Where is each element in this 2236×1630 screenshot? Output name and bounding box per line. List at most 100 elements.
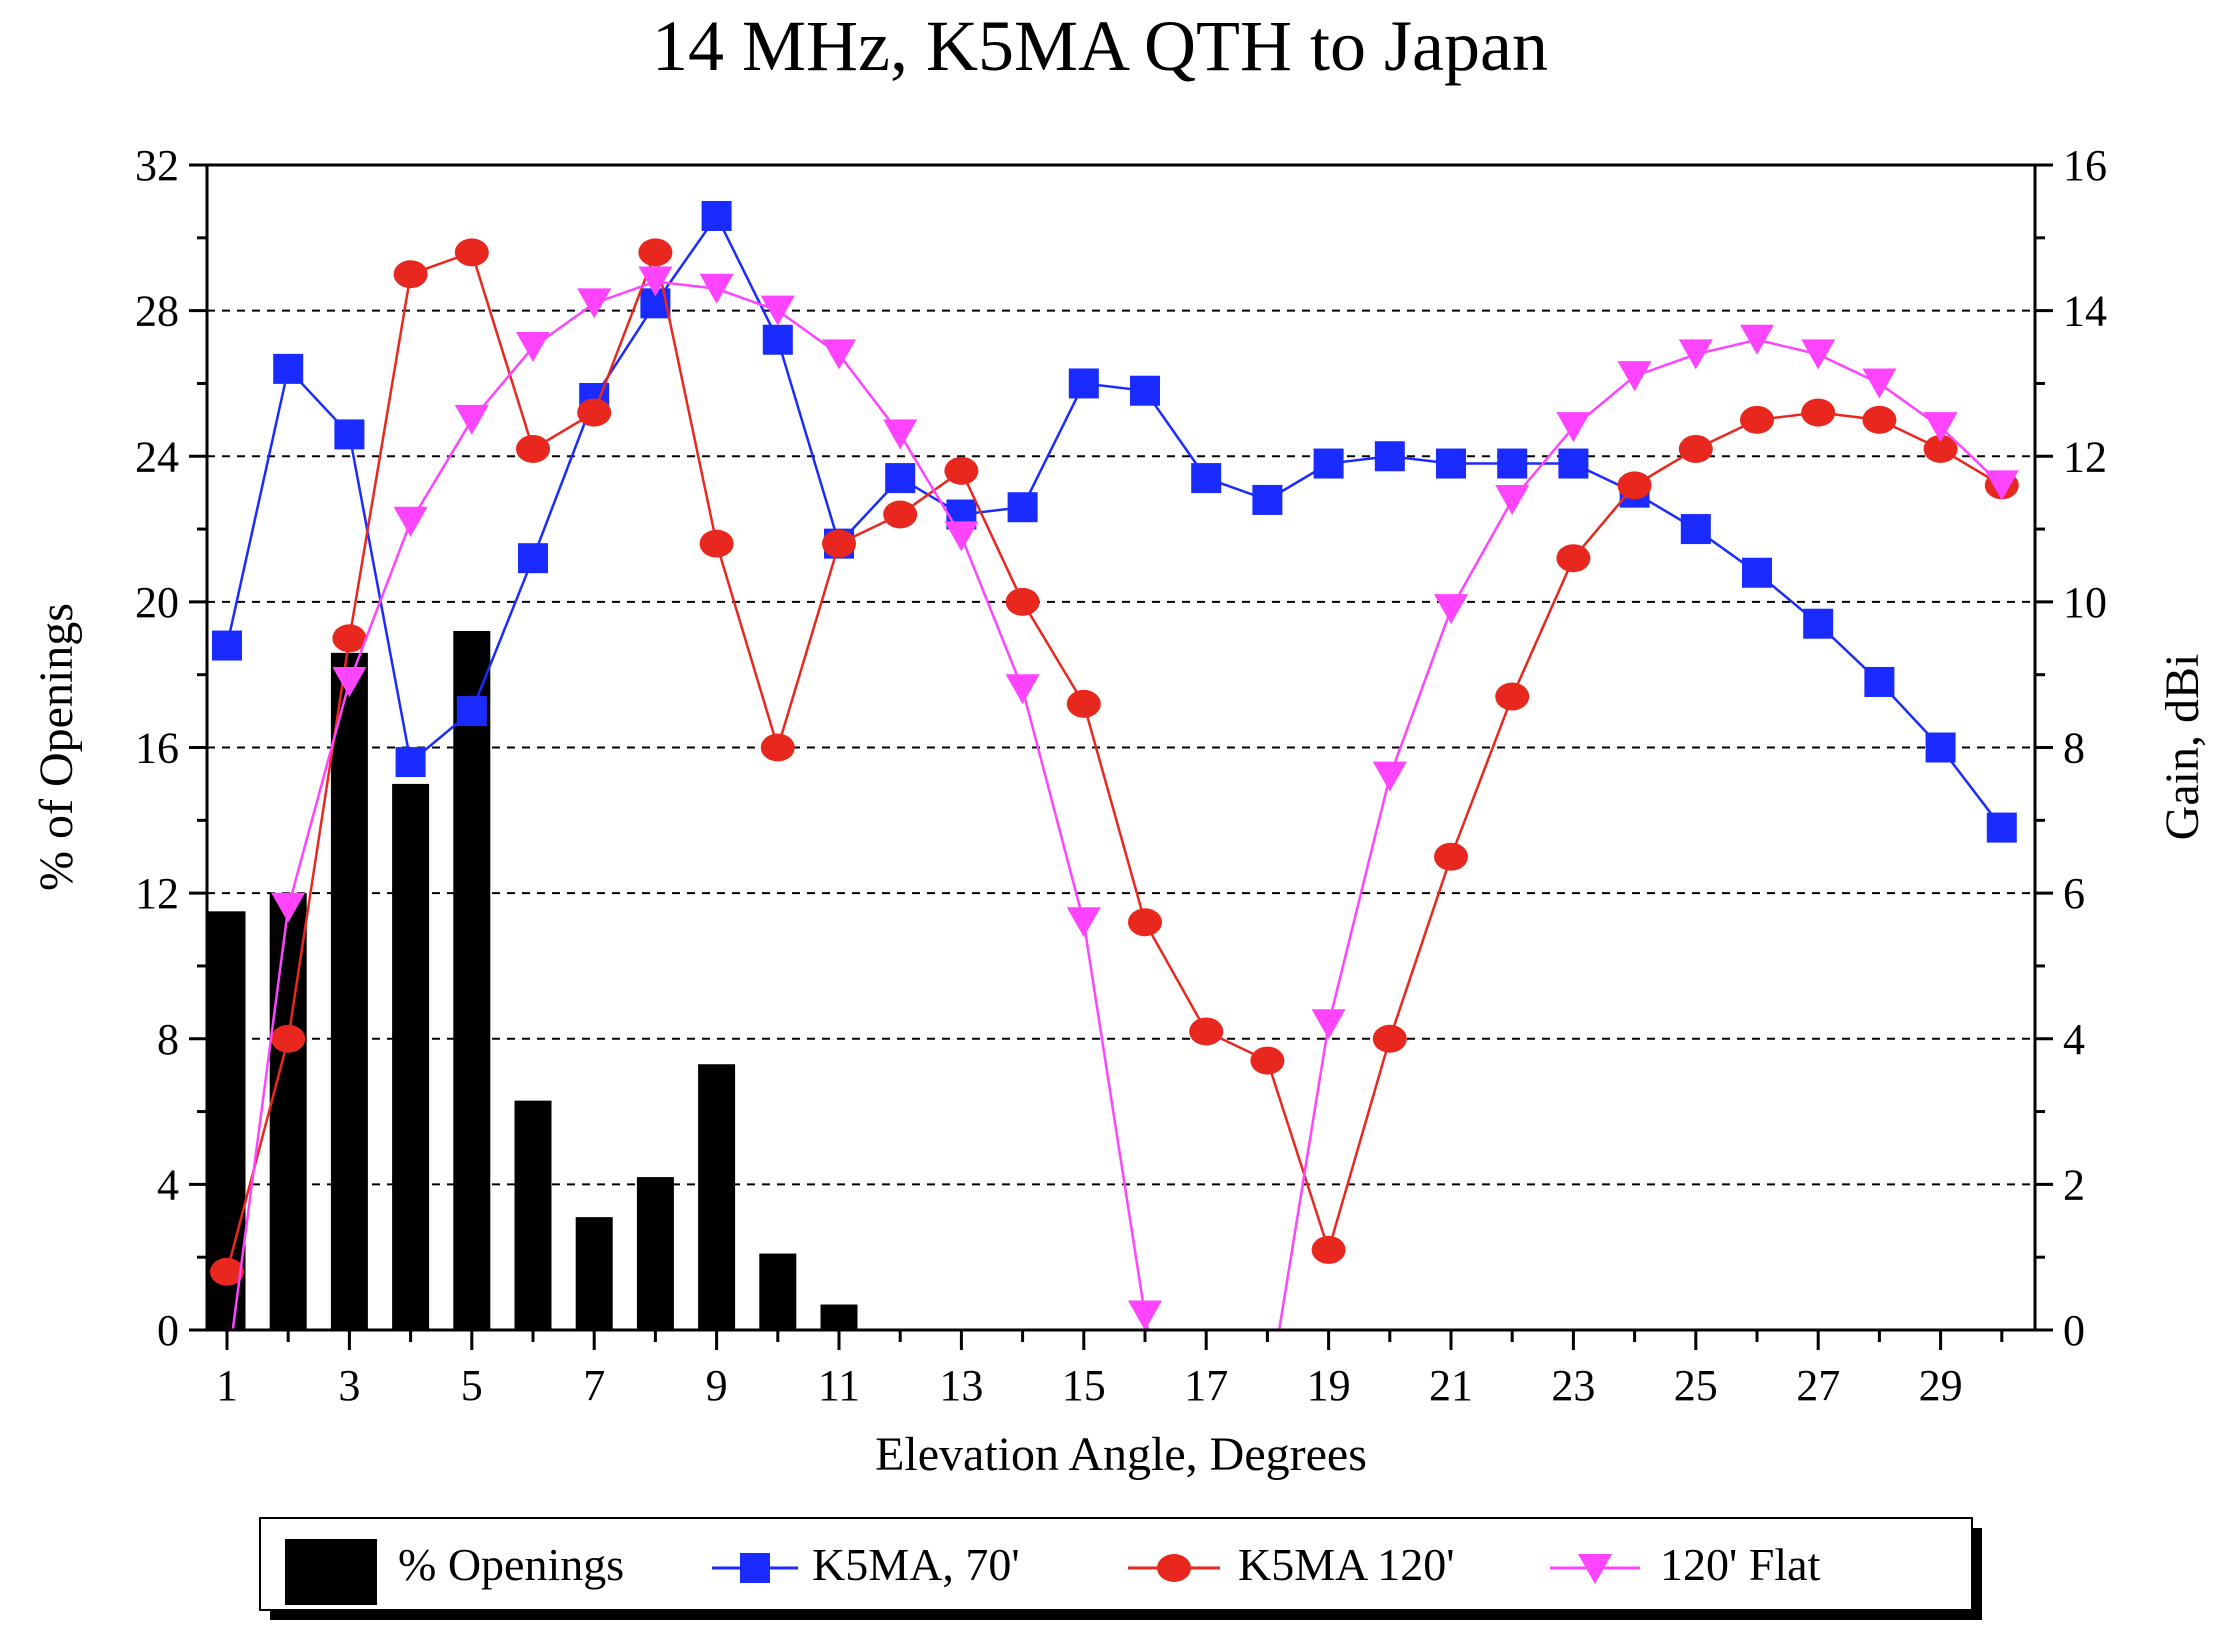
y-axis-right: 0 2 4 6 8 10 12 14 16 [2035,141,2107,1355]
series-point [1372,1024,1407,1053]
bar [453,631,491,1330]
series-point [1313,448,1344,479]
series-point [760,733,795,762]
series-point [1434,594,1468,625]
x-tick-label: 27 [1796,1361,1840,1410]
series-point [1497,448,1528,479]
series-point [332,666,367,697]
series-point [638,266,673,297]
y-left-tick-label: 0 [157,1306,179,1355]
series-point [1311,1235,1346,1264]
legend-marker [740,1553,770,1583]
y-right-tick-label: 6 [2063,869,2085,918]
line-series [210,200,2019,1330]
series-point [883,419,918,450]
series-point [1803,608,1834,639]
series-point [1617,361,1652,392]
bar [330,652,368,1330]
series-point [1740,405,1774,434]
bar [759,1253,797,1330]
y-left-tick-label: 8 [157,1015,179,1064]
series-point [1495,484,1530,515]
series-point [1068,368,1099,399]
series-point [822,339,856,370]
series-point [822,529,856,558]
y-left-tick-label: 16 [135,724,179,773]
series-point [1252,484,1283,515]
series-point [1007,492,1038,523]
series-point [1740,324,1774,355]
series-point [1066,907,1101,938]
grid-lines [207,309,2035,1186]
series-point [760,295,795,326]
bar [636,1177,674,1330]
series-point [577,288,612,319]
y-axis-right-label: Gain, dBi [2156,654,2209,841]
series-point [762,324,793,355]
series-point [577,398,612,427]
series-point [1801,339,1836,370]
series-line [231,280,2003,1330]
series-point [1986,812,2017,843]
legend-marker [1578,1554,1612,1584]
series-point [334,419,365,450]
legend: % Openings K5MA, 70' K5MA 120' 120' Flat [259,1517,1982,1620]
series-point [1189,1017,1224,1046]
series-point [1742,557,1772,588]
series-point [1984,470,2019,501]
x-tick-label: 23 [1551,1361,1595,1410]
series-point [1005,587,1040,616]
series-point [1862,405,1897,434]
y-right-tick-label: 4 [2063,1015,2085,1064]
series-line [225,213,2003,829]
x-tick-label: 29 [1919,1361,1963,1410]
x-tick-label: 15 [1062,1361,1106,1410]
series-point [271,892,306,923]
series-point [1434,842,1468,871]
y-right-tick-label: 14 [2063,287,2107,336]
series-point [271,1024,306,1053]
series-point [1130,375,1160,406]
y-right-tick-label: 10 [2063,578,2107,627]
series-point [699,529,734,558]
series-point [1556,412,1591,443]
series-point [1862,368,1897,399]
series-point [393,260,428,289]
y-axis-left: 0 4 8 12 16 20 24 28 32 [135,141,207,1355]
bar [698,1064,736,1330]
x-tick-label: 5 [461,1361,483,1410]
series-point [1923,412,1958,443]
series-point [1374,441,1405,472]
series-point [1436,448,1466,479]
series-point [210,1257,244,1286]
x-tick-label: 19 [1307,1361,1351,1410]
series-point [883,500,918,529]
y-right-tick-label: 8 [2063,724,2085,773]
legend-marker [1157,1554,1191,1582]
y-left-tick-label: 32 [135,141,179,190]
legend-label: 120' Flat [1660,1539,1821,1590]
series-point [1128,1300,1162,1330]
bar [820,1304,858,1330]
y-right-tick-label: 12 [2063,432,2107,481]
series-point [516,434,550,463]
legend-label: % Openings [398,1539,624,1590]
legend-label: K5MA 120' [1238,1539,1455,1590]
legend-label: K5MA, 70' [812,1539,1020,1590]
chart-title: 14 MHz, K5MA QTH to Japan [652,6,1548,86]
series-point [699,273,734,304]
series-point [1128,908,1162,937]
series-point [393,506,428,537]
x-axis: 1 3 5 7 9 11 13 15 17 19 21 23 25 27 29 [216,1330,2004,1410]
series-point [454,404,489,435]
series-point [1680,514,1711,545]
y-left-tick-label: 24 [135,432,179,481]
series-point [1617,471,1652,500]
series-point [638,238,673,267]
y-left-tick-label: 20 [135,578,179,627]
series-point [212,630,242,661]
y-right-tick-label: 0 [2063,1306,2085,1355]
x-tick-label: 17 [1184,1361,1228,1410]
series-point [701,200,732,231]
